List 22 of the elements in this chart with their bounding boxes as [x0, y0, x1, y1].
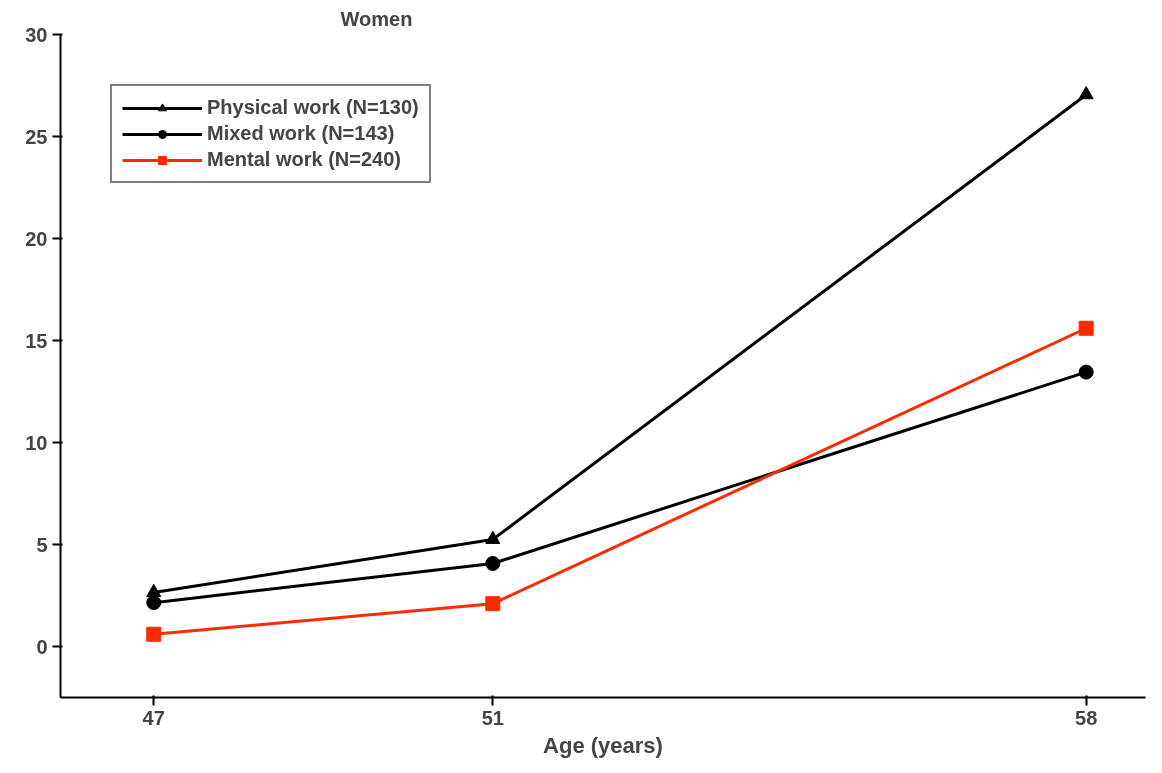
point: [1078, 320, 1094, 336]
point: [1078, 364, 1094, 380]
point: [1078, 86, 1094, 100]
legend-label: Physical work (N=130): [207, 96, 419, 119]
x-tick-label: 51: [481, 706, 504, 729]
x-axis-title: Age (years): [543, 732, 663, 758]
legend-label: Mental work (N=240): [207, 148, 401, 171]
point: [485, 596, 501, 612]
y-tick-label: 5: [36, 533, 48, 556]
y-tick-label: 0: [36, 635, 48, 658]
point: [146, 595, 162, 611]
point: [485, 555, 501, 571]
x-tick-label: 47: [142, 706, 165, 729]
point: [146, 626, 162, 642]
y-tick-label: 20: [25, 227, 48, 250]
x-tick-label: 58: [1075, 706, 1098, 729]
chart-title: Women: [340, 7, 413, 30]
y-tick-label: 10: [25, 431, 48, 454]
y-tick-label: 30: [25, 23, 48, 46]
legend-label: Mixed work (N=143): [207, 122, 395, 145]
y-tick-label: 15: [25, 329, 48, 352]
y-tick-label: 25: [25, 125, 48, 148]
